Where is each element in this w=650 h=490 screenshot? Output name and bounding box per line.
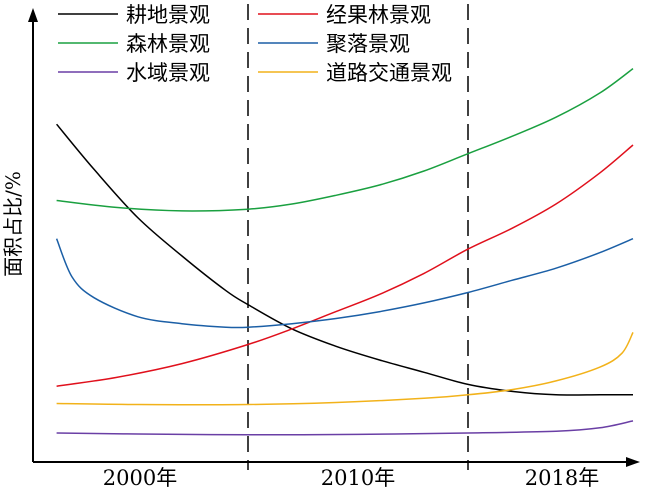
legend-label: 耕地景观 [126,3,210,27]
x-tick-labels: 2000年 2010年 2018年 [103,466,599,490]
legend-item: 经果林景观 [258,3,431,27]
legend-label: 道路交通景观 [326,61,452,85]
legend-item: 聚落景观 [258,32,410,56]
x-tick-label: 2018年 [525,466,599,490]
legend-label: 水域景观 [126,61,210,85]
legend-item: 森林景观 [58,32,210,56]
y-axis-arrow [28,8,38,22]
series-line-5 [56,332,634,406]
legend-label: 森林景观 [126,32,210,56]
x-axis-arrow [626,457,640,467]
x-tick-label: 2010年 [321,466,395,490]
series-line-4 [56,420,634,436]
period-dividers [247,4,469,470]
y-axis-label: 面积占比/% [1,171,25,277]
x-tick-label: 2000年 [103,466,177,490]
series-line-1 [56,144,634,387]
legend-item: 水域景观 [58,61,210,85]
axes [28,8,640,467]
legend-item: 耕地景观 [58,3,210,27]
legend-item: 道路交通景观 [258,61,452,85]
series-line-0 [56,123,633,396]
series-line-3 [55,238,634,329]
series-group [55,67,634,436]
legend-label: 聚落景观 [326,32,410,56]
series-line-2 [56,67,634,212]
legend-label: 经果林景观 [326,3,431,27]
